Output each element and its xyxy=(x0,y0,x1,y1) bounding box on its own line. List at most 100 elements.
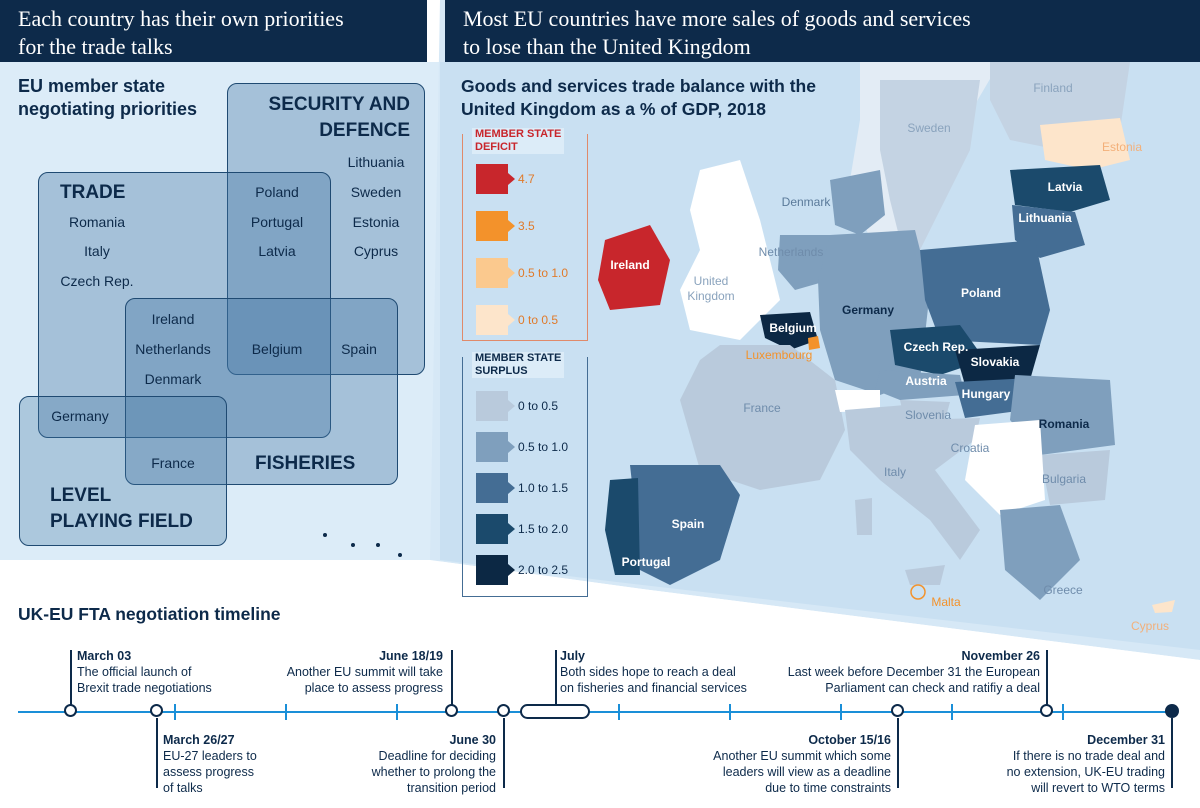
venn-romania: Romania xyxy=(68,214,126,230)
map-label-spain: Spain xyxy=(671,517,705,531)
spain-shape xyxy=(630,465,740,585)
legend-surplus-swatch xyxy=(476,473,515,503)
venn-ireland: Ireland xyxy=(151,311,195,327)
legend-surplus-swatch xyxy=(476,391,515,421)
venn-germany: Germany xyxy=(51,408,109,424)
timeline-tick xyxy=(729,704,731,720)
map-label-uk-line1: United xyxy=(693,274,729,288)
event-text: Another EU summit which some xyxy=(713,749,891,763)
legend-deficit-label: 3.5 xyxy=(518,219,535,233)
slovenia-shape xyxy=(900,400,950,422)
event-june-30: June 30 Deadline for deciding whether to… xyxy=(335,732,496,796)
map-label-slovenia: Slovenia xyxy=(904,408,952,422)
map-label-netherlands: Netherlands xyxy=(758,245,824,259)
event-text: If there is no trade deal and xyxy=(1012,749,1165,763)
node-march-03 xyxy=(64,704,77,717)
venn-estonia: Estonia xyxy=(352,214,400,230)
event-text: will revert to WTO terms xyxy=(1031,781,1165,795)
venn-belgium: Belgium xyxy=(251,341,303,357)
set-security-defence xyxy=(227,83,425,375)
header-left-line2: for the trade talks xyxy=(18,34,173,59)
map-label-czech: Czech Rep. xyxy=(903,340,969,354)
legend-surplus-label: 0 to 0.5 xyxy=(518,399,559,413)
map-label-uk: United Kingdom xyxy=(687,274,734,304)
luxembourg-shape xyxy=(808,336,820,350)
legend-deficit-title-line2: DEFICIT xyxy=(475,141,518,153)
legend-surplus-swatch xyxy=(476,514,515,544)
node-march-26 xyxy=(150,704,163,717)
header-left-line1: Each country has their own priorities xyxy=(18,6,344,31)
map-label-ireland: Ireland xyxy=(610,258,650,272)
map-label-luxembourg: Luxembourg xyxy=(745,348,813,362)
venn-lithuania: Lithuania xyxy=(347,154,405,170)
timeline-tick xyxy=(840,704,842,720)
austria-shape xyxy=(875,370,965,400)
event-november-26: November 26 Last week before December 31… xyxy=(760,648,1040,696)
stem xyxy=(70,650,72,705)
legend-surplus-swatch xyxy=(476,555,515,585)
stem xyxy=(1046,650,1048,705)
legend-deficit-label: 0.5 to 1.0 xyxy=(518,266,569,280)
venn-czech: Czech Rep. xyxy=(60,273,134,289)
header-right-line2: to lose than the United Kingdom xyxy=(463,34,751,59)
event-text: no extension, UK-EU trading xyxy=(1006,765,1165,779)
set-trade-label: TRADE xyxy=(60,182,126,203)
map-title-line2: United Kingdom as a % of GDP, 2018 xyxy=(461,99,767,119)
stem xyxy=(555,650,557,705)
poland-shape xyxy=(920,240,1050,345)
event-date: March 26/27 xyxy=(163,733,235,747)
sicily-shape xyxy=(905,565,945,585)
venn-latvia: Latvia xyxy=(258,243,296,259)
event-text: Parliament can check and ratifiy a deal xyxy=(825,681,1040,695)
stem xyxy=(156,718,158,788)
legend-surplus-box xyxy=(462,357,588,597)
node-june-18 xyxy=(445,704,458,717)
legend-deficit-title-line1: MEMBER STATE xyxy=(475,128,562,140)
map-label-estonia: Estonia xyxy=(1101,140,1143,154)
map-label-uk-line2: Kingdom xyxy=(687,289,735,303)
estonia-shape xyxy=(1040,118,1130,170)
event-june-18: June 18/19 Another EU summit will take p… xyxy=(263,648,443,696)
timeline-axis xyxy=(18,711,1178,713)
timeline-tick xyxy=(396,704,398,720)
venn-portugal: Portugal xyxy=(250,214,304,230)
map-label-cyprus: Cyprus xyxy=(1130,619,1170,633)
latvia-shape xyxy=(1010,165,1110,212)
portugal-shape xyxy=(605,478,640,575)
netherlands-shape xyxy=(778,235,830,290)
map-label-austria: Austria xyxy=(905,374,947,388)
event-text: Another EU summit will take xyxy=(286,665,443,679)
legend-surplus-title: MEMBER STATE SURPLUS xyxy=(472,352,565,378)
legend-deficit-swatch xyxy=(476,211,515,241)
map-label-hungary: Hungary xyxy=(961,387,1011,401)
event-date: November 26 xyxy=(961,649,1040,663)
map-title: Goods and services trade balance with th… xyxy=(461,75,816,121)
event-date: June 30 xyxy=(449,733,496,747)
stem xyxy=(503,718,505,788)
venn-title: EU member state negotiating priorities xyxy=(18,75,197,121)
hungary-shape xyxy=(955,378,1030,418)
set-level-label: LEVEL PLAYING FIELD xyxy=(50,483,193,535)
node-june-30 xyxy=(497,704,510,717)
event-text: Deadline for deciding xyxy=(378,749,496,763)
legend-surplus-title-line2: SURPLUS xyxy=(475,365,528,377)
sardinia-shape xyxy=(855,498,872,535)
map-label-germany: Germany xyxy=(841,303,895,317)
map-label-sweden: Sweden xyxy=(907,121,951,135)
sweden-shape xyxy=(880,80,980,250)
venn-title-line2: negotiating priorities xyxy=(18,99,198,119)
map-label-finland: Finland xyxy=(1033,81,1073,95)
set-security-label: SECURITY AND DEFENCE xyxy=(254,92,410,144)
greece-shape xyxy=(1000,505,1080,600)
venn-poland: Poland xyxy=(255,184,299,200)
node-july-range xyxy=(520,704,590,719)
event-text: transition period xyxy=(407,781,496,795)
balkans-shape xyxy=(965,420,1045,515)
uk-shape xyxy=(680,160,780,340)
map-label-lithuania: Lithuania xyxy=(1018,211,1072,225)
legend-surplus-label: 1.0 to 1.5 xyxy=(518,481,569,495)
map-label-greece: Greece xyxy=(1043,583,1083,597)
legend-surplus-swatch xyxy=(476,432,515,462)
map-label-slovakia: Slovakia xyxy=(970,355,1020,369)
